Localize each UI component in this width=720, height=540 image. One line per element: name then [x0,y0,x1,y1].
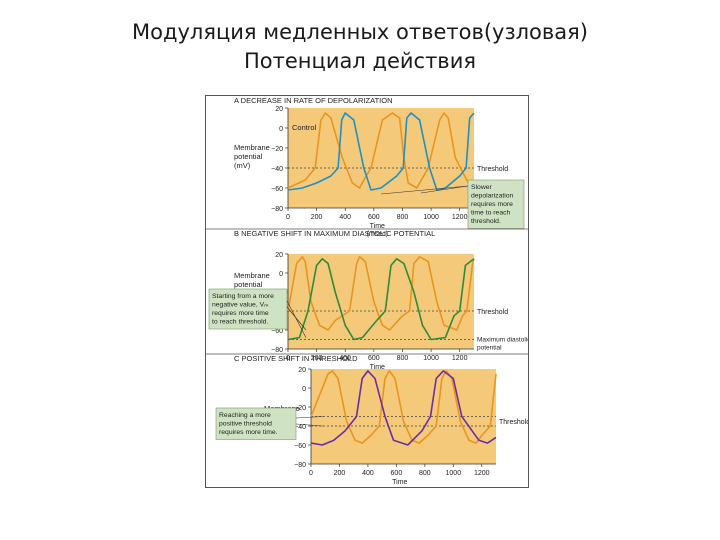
panel-a-series-line-2 [287,112,475,191]
panel-b-x-axis-label: Time [370,364,385,371]
slide-title: Модуляция медленных ответов(узловая) [132,20,588,44]
panel-a-callout-pointer [420,185,469,194]
panel-b-plot-area [288,254,474,349]
panel-a-y-tick-label: −20 [271,146,283,153]
panel-b-y-axis-label: potential [234,280,263,289]
panel-b-callout-text: to reach threshold. [212,319,268,326]
action-potential-charts: A DECREASE IN RATE OF DEPOLARIZATION200−… [206,96,528,486]
panel-b-callout-pointer [286,306,307,331]
panel-c-y-tick-label: −60 [294,443,306,450]
panel-c-x-tick-label: 800 [419,470,431,477]
panel-a-callout-box [467,179,525,229]
panel-b-x-tick-label: 400 [339,355,351,362]
panel-c-y-tick-label: 20 [298,367,306,374]
panel-c-y-tick-label: −20 [294,405,306,412]
panel-c-x-tick-label: 0 [309,470,313,477]
panel-a-x-tick-label: 200 [311,214,323,221]
panel-a-y-tick-label: 0 [279,126,283,133]
panel-a-series-line-1 [287,112,475,189]
panel-a-x-axis-label: Time [370,223,385,230]
panel-c-title: C POSITIVE SHIFT IN THRESHOLD [234,354,358,363]
panel-a-control-label: Control [292,123,317,132]
panel-b-callout-text: negative value, Vₘ [212,302,268,309]
panel-b-threshold-label: Threshold [477,309,508,316]
panel-a-threshold-label: Threshold [477,166,508,173]
panel-c-callout-pointer [295,416,324,419]
panel-b-y-axis-label: Membrane [234,271,270,280]
panel-b-mdp-label: Maximum diastolic [477,337,528,344]
panel-c-callout-pointer [295,423,324,427]
panel-b-callout-text: requires more time [212,310,269,317]
action-potential-figure: A DECREASE IN RATE OF DEPOLARIZATION 20 0−… [205,95,529,488]
panel-a-callout-text: Slower [471,184,493,191]
panel-c-callout-text: requires more time. [219,429,278,436]
panel-b-callout-pointer [286,300,307,338]
panel-a-callout-text: time to reach [471,210,511,217]
panel-a-callout-text: threshold. [471,218,501,225]
panel-b-mdp-label: potential [477,345,502,352]
panel-a-x-tick-label: 0 [286,214,290,221]
panel-c-x-tick-label: 200 [334,470,346,477]
panel-a-y-tick-label: −60 [271,186,283,193]
panel-c-y-tick-label: 0 [302,386,306,393]
panel-b-x-tick-label: 0 [286,355,290,362]
panel-a-title: A DECREASE IN RATE OF DEPOLARIZATION [234,96,393,105]
panel-a-callout-text: depolarization [471,193,514,200]
panel-c-series-line-2 [310,370,497,446]
panel-c-x-tick-label: 1000 [446,470,462,477]
panel-b-x-tick-label: 1000 [423,355,439,362]
panel-a-y-axis-label: (mV) [234,161,251,170]
panel-a-x-tick-label: 600 [368,214,380,221]
panel-b-callout-box [208,288,288,330]
panel-c-x-tick-label: 400 [362,470,374,477]
panel-c-y-tick-label: −40 [294,424,306,431]
panel-c-x-tick-label: 600 [391,470,403,477]
panel-c-series-line-1 [310,370,497,444]
panel-a-y-tick-label: −80 [271,206,283,213]
panel-a-x-axis-label: (msec) [367,231,388,238]
panel-c-callout-box [215,407,297,440]
panel-c-threshold-label: Thresholds [499,419,528,426]
panel-b-x-tick-label: 200 [311,355,323,362]
panel-b-y-tick-label: 20 [275,252,283,259]
panel-b-x-tick-label: 1200 [452,355,468,362]
panel-a-y-tick-label: −40 [271,166,283,173]
panel-a-y-axis-label: potential [234,152,263,161]
panel-a-y-tick-label: 20 [275,106,283,113]
panel-a-callout-text: requires more [471,201,513,208]
panel-c-y-tick-label: −80 [294,462,306,469]
panel-a-x-tick-label: 400 [339,214,351,221]
panel-c-callout-text: positive threshold [219,421,272,428]
panel-b-y-tick-label: 0 [279,271,283,278]
panel-c-x-tick-label: 1200 [474,470,490,477]
panel-b-y-tick-label: −80 [271,347,283,354]
panel-c-x-axis-label: Time [392,479,407,486]
panel-a-y-axis-label: Membrane [234,143,270,152]
panel-a-callout-pointer [380,185,469,195]
panel-c-callout-text: Reaching a more [219,412,271,419]
panel-b-x-tick-label: 600 [368,355,380,362]
panel-b-x-tick-label: 800 [397,355,409,362]
slide-subtitle: Потенциал действия [244,49,476,73]
panel-a-x-tick-label: 800 [397,214,409,221]
panel-a-x-tick-label: 1200 [452,214,468,221]
panel-b-title: B NEGATIVE SHIFT IN MAXIMUM DIASTOLIC PO… [234,229,435,238]
panel-b-callout-text: Starting from a more [212,293,274,300]
panel-b-series-line-1 [287,256,475,331]
panel-b-series-line-2 [287,258,475,341]
panel-b-y-tick-label: −60 [271,328,283,335]
panel-a-x-tick-label: 1000 [423,214,439,221]
